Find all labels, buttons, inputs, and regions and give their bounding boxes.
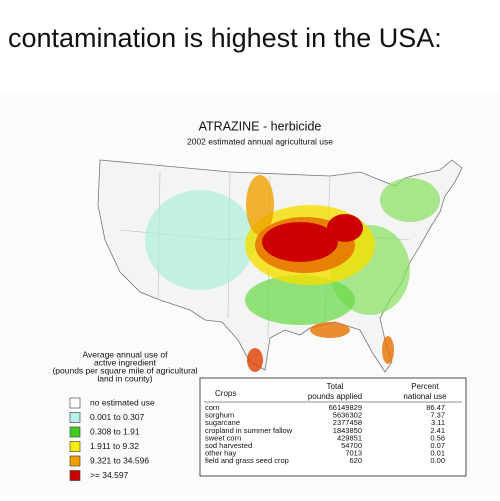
legend-title: Average annual use of <box>83 349 169 359</box>
table-cell: 54700 <box>341 441 362 450</box>
legend-swatch <box>69 441 81 452</box>
legend-swatch <box>69 397 81 409</box>
use-area <box>245 275 355 325</box>
legend-label: 0.001 to 0.307 <box>90 412 145 422</box>
table-cell: 2.41 <box>430 426 445 435</box>
legend-title: land in county) <box>97 373 152 383</box>
legend-label: 0.308 to 1.91 <box>90 426 140 436</box>
table-cell: 620 <box>349 456 362 465</box>
legend-title: (pounds per square mile of agricultural <box>52 365 197 375</box>
table-cell: 2377458 <box>333 418 362 427</box>
table-header: national use <box>403 392 447 401</box>
table-cell: 3.11 <box>431 418 445 427</box>
use-area <box>327 214 363 242</box>
use-area <box>382 336 394 364</box>
table-header: Crops <box>215 389 236 398</box>
table-cell: 0.00 <box>430 456 445 465</box>
legend-label: 1.911 to 9.32 <box>90 441 139 451</box>
table-cell: 66149829 <box>329 403 362 412</box>
use-area <box>246 175 274 235</box>
table-cell: cropland in summer fallow <box>205 426 293 435</box>
table-cell: 86.47 <box>426 403 445 412</box>
legend-swatch <box>69 470 81 481</box>
table-header: Total <box>327 382 344 391</box>
legend-label: 9.321 to 34.596 <box>90 455 149 465</box>
table-cell: 7013 <box>345 449 362 458</box>
use-area <box>247 348 263 372</box>
table-cell: 0.01 <box>430 449 445 458</box>
table-cell: sorghum <box>205 411 234 420</box>
use-area <box>145 190 255 290</box>
table-cell: 429851 <box>337 433 362 442</box>
table-cell: corn <box>205 403 220 412</box>
legend-title: active ingredient <box>94 357 157 367</box>
legend-label: >= 34.597 <box>90 470 129 480</box>
header: contamination is highest in the USA: <box>8 23 442 53</box>
map-title: ATRAZINE - herbicide <box>199 119 322 133</box>
table-cell: sweet corn <box>205 433 241 442</box>
legend-swatch <box>69 426 81 438</box>
crop-table <box>199 377 467 477</box>
table-cell: 0.07 <box>430 441 445 450</box>
use-area <box>262 222 338 262</box>
table-header: pounds applied <box>308 392 362 401</box>
legend-swatch <box>69 455 81 467</box>
table-header: Percent <box>411 382 439 391</box>
us-map <box>97 159 463 373</box>
table-cell: 1843850 <box>333 426 362 435</box>
table-cell: sod harvested <box>205 441 252 450</box>
legend-label: no estimated use <box>90 397 155 407</box>
map-subtitle: 2002 estimated annual agricultural use <box>187 136 333 146</box>
use-area <box>310 322 350 338</box>
use-area <box>380 178 440 222</box>
table-cell: sugarcane <box>205 418 240 427</box>
table-cell: other hay <box>205 449 237 458</box>
table-cell: field and grass seed crop <box>205 456 289 465</box>
legend-swatch <box>69 412 81 423</box>
table-cell: 0.56 <box>430 433 445 442</box>
table-cell: 5636302 <box>333 411 362 420</box>
table-cell: 7.37 <box>430 411 445 420</box>
